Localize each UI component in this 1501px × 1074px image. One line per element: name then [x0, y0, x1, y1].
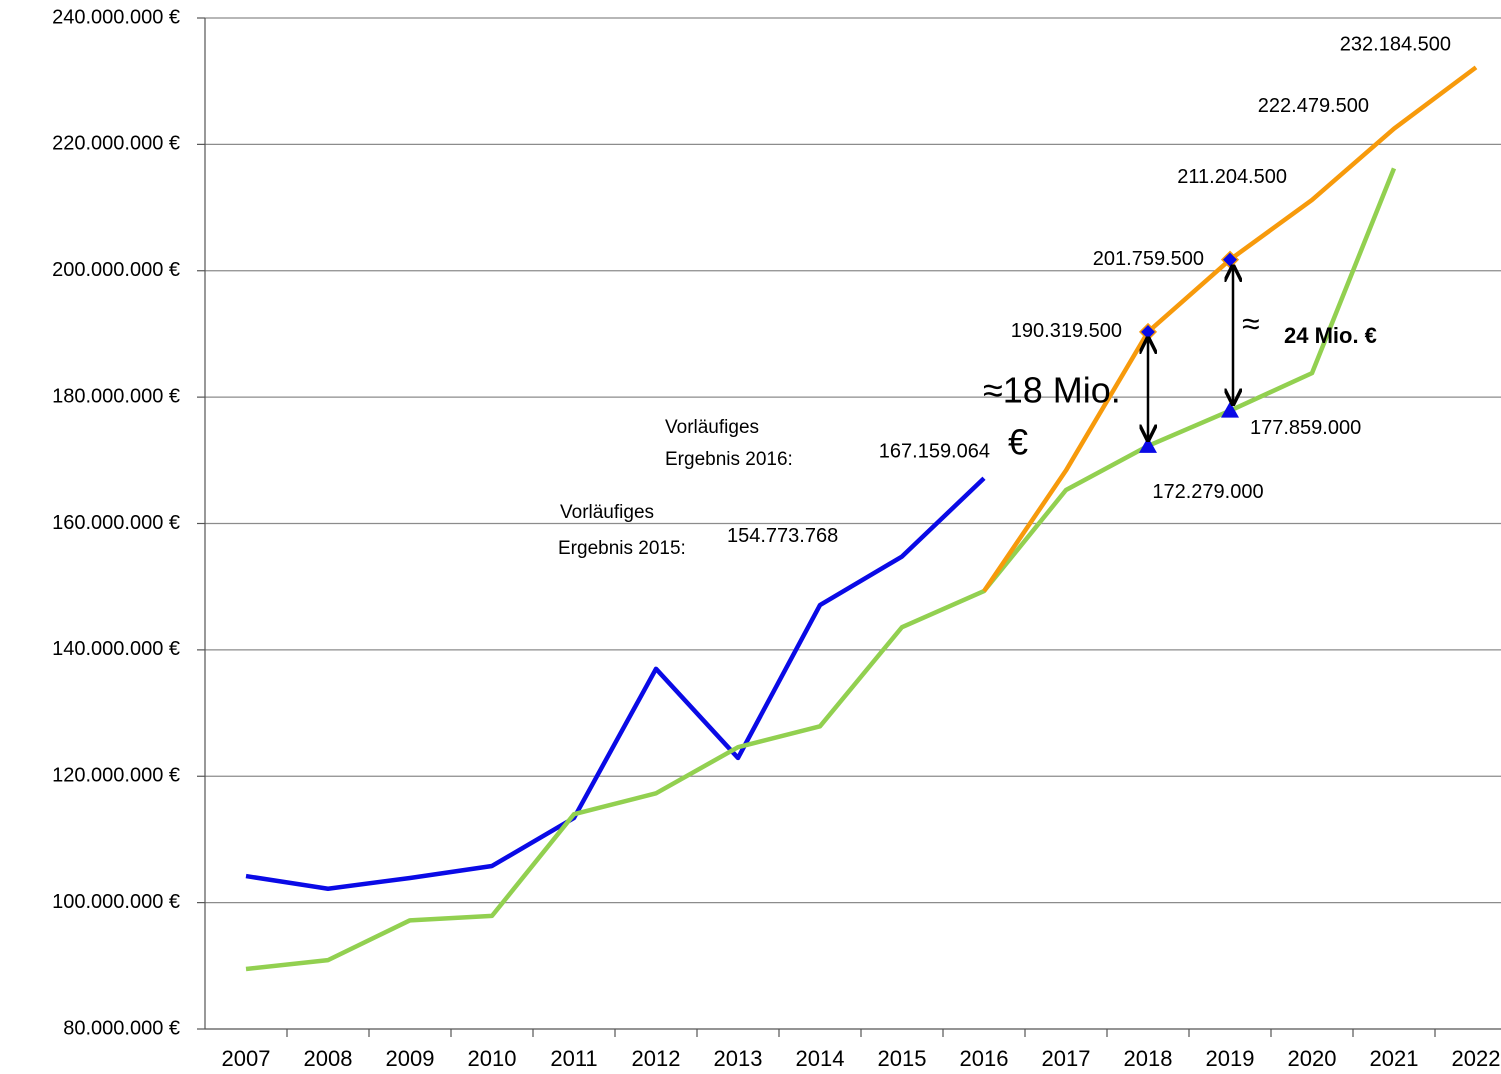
data-label: 201.759.500: [1093, 248, 1204, 270]
x-tick-label: 2016: [960, 1046, 1009, 1071]
data-label: 167.159.064: [879, 441, 990, 463]
series-line: [245, 476, 986, 891]
x-tick-label: 2007: [222, 1046, 271, 1071]
x-tick-label: 2018: [1124, 1046, 1173, 1071]
data-label: 222.479.500: [1258, 95, 1369, 117]
data-label: 177.859.000: [1250, 417, 1361, 439]
data-label: 232.184.500: [1340, 34, 1451, 56]
annotation: Vorläufiges: [665, 417, 759, 438]
x-tick-label: 2013: [714, 1046, 763, 1071]
x-tick-label: 2022: [1452, 1046, 1501, 1071]
annotation: Ergebnis 2015:: [558, 538, 686, 559]
series-line: [245, 167, 1397, 972]
labels: 80.000.000 € 100.000.000 € 120.000.000 € 14…: [52, 6, 1500, 1071]
data-label: 190.319.500: [1011, 320, 1122, 342]
y-tick-label: 140.000.000 €: [52, 638, 180, 660]
y-tick-label: 220.000.000 €: [52, 133, 180, 155]
annotation: €: [1008, 422, 1028, 463]
y-tick-label: 80.000.000 €: [63, 1017, 180, 1039]
x-tick-label: 2012: [632, 1046, 681, 1071]
x-tick-label: 2014: [796, 1046, 845, 1071]
x-tick-label: 2008: [304, 1046, 353, 1071]
point-marker: [1139, 436, 1157, 453]
x-tick-label: 2009: [386, 1046, 435, 1071]
point-marker: [1221, 401, 1239, 418]
grid: [197, 17, 1501, 1037]
lines: [245, 65, 1478, 972]
data-label: 154.773.768: [727, 525, 838, 547]
x-tick-label: 2019: [1206, 1046, 1255, 1071]
x-tick-label: 2011: [550, 1046, 597, 1071]
x-tick-label: 2010: [468, 1046, 517, 1071]
y-tick-label: 100.000.000 €: [52, 891, 180, 913]
x-tick-label: 2017: [1042, 1046, 1091, 1071]
annotation: 24 Mio. €: [1284, 323, 1377, 348]
x-tick-label: 2015: [878, 1046, 927, 1071]
data-label: 172.279.000: [1152, 481, 1263, 503]
data-label: 211.204.500: [1177, 166, 1287, 188]
y-tick-label: 120.000.000 €: [52, 765, 180, 787]
y-tick-label: 240.000.000 €: [52, 6, 180, 28]
annotation: Vorläufiges: [560, 502, 654, 523]
x-tick-label: 2021: [1370, 1046, 1419, 1071]
annotation: Ergebnis 2016:: [665, 449, 793, 470]
y-tick-label: 180.000.000 €: [52, 385, 180, 407]
annotation: ≈: [1242, 305, 1260, 341]
x-tick-label: 2020: [1288, 1046, 1337, 1071]
annotation: ≈18 Mio.: [983, 370, 1121, 411]
y-tick-label: 160.000.000 €: [52, 512, 180, 534]
y-tick-label: 200.000.000 €: [52, 259, 180, 281]
